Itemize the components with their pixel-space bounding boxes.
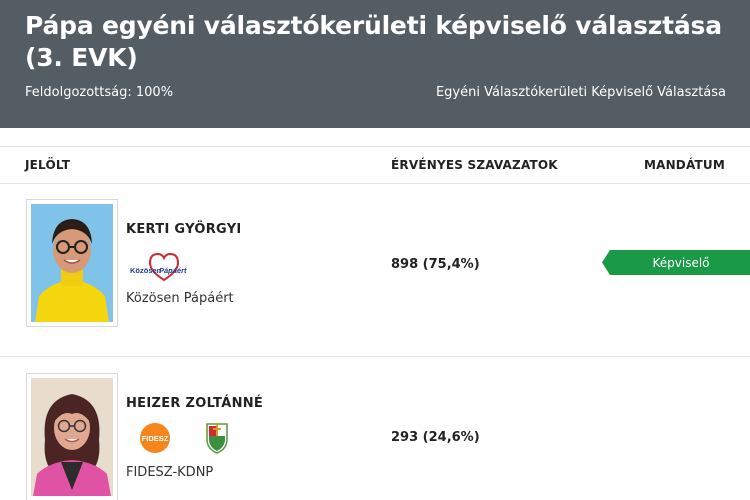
candidate-name: HEIZER ZOLTÁNNÉ: [126, 396, 264, 411]
party-name: FIDESZ-KDNP: [126, 465, 214, 480]
page-title: Pápa egyéni választókerületi képviselő v…: [25, 11, 722, 72]
processing-status: Feldolgozottság: 100%: [25, 85, 174, 100]
kdnp-logo: [206, 423, 228, 454]
table-row: HEIZER ZOLTÁNNÉ FIDESZ FIDESZ-KDNP 293 (…: [0, 357, 750, 500]
party-logos: FIDESZ: [128, 421, 238, 455]
mandate-badge: Képviselő: [602, 250, 750, 275]
candidate-photo: [26, 373, 118, 500]
party-logos: Közösen Pápáért: [128, 249, 188, 283]
candidate-name: KERTI GYÖRGYI: [126, 222, 242, 237]
candidate-photo-image: [31, 204, 113, 322]
candidate-photo-image: [31, 378, 113, 496]
candidate-photo: [26, 199, 118, 327]
results-table-header: JELÖLT ÉRVÉNYES SZAVAZATOK MANDÁTUM: [0, 146, 750, 184]
page-header: Pápa egyéni választókerületi képviselő v…: [0, 0, 750, 128]
svg-text:FIDESZ: FIDESZ: [142, 434, 169, 443]
column-header-candidate: JELÖLT: [25, 158, 71, 172]
svg-text:Közösen: Közösen: [130, 266, 162, 275]
valid-votes: 293 (24,6%): [391, 430, 480, 445]
valid-votes: 898 (75,4%): [391, 257, 480, 272]
column-header-valid-votes: ÉRVÉNYES SZAVAZATOK: [391, 158, 558, 172]
svg-text:Pápáért: Pápáért: [159, 266, 187, 275]
kozosen-papaert-logo: Közösen Pápáért: [130, 252, 187, 282]
election-type: Egyéni Választókerületi Képviselő Válasz…: [435, 85, 726, 100]
column-header-mandate: MANDÁTUM: [643, 158, 725, 172]
fidesz-logo: FIDESZ: [140, 423, 170, 453]
party-name: Közösen Pápáért: [126, 291, 234, 306]
table-row: KERTI GYÖRGYI Közösen Pápáért Közösen Pá…: [0, 185, 750, 357]
